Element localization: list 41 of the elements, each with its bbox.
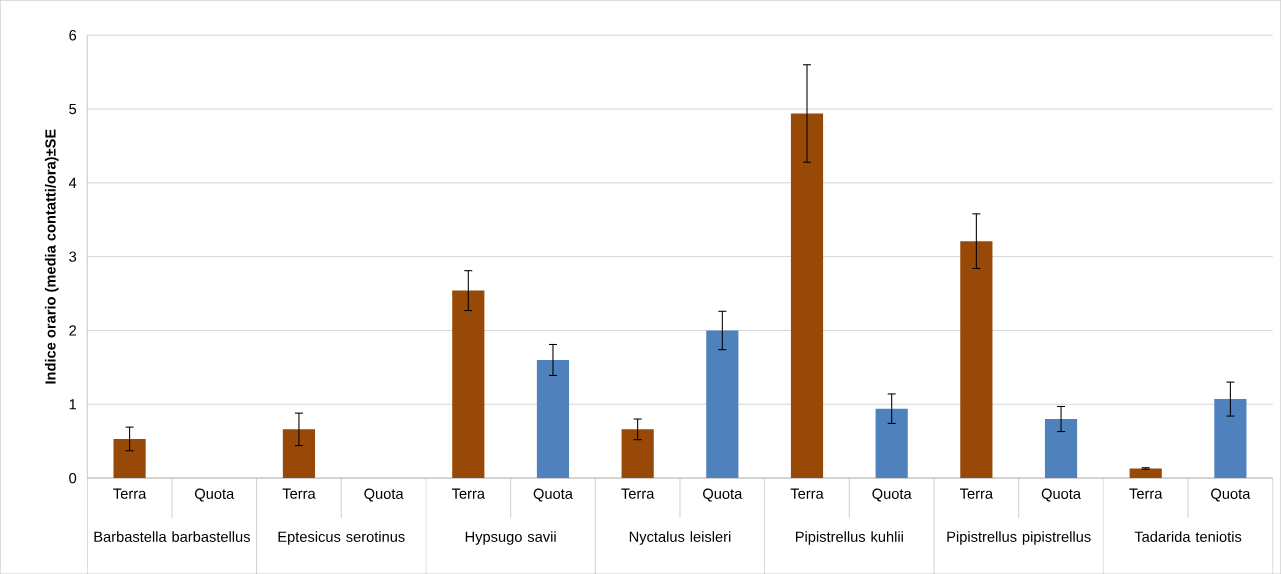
text: Quota (364, 488, 404, 502)
text: Quota (1041, 488, 1081, 502)
text: Terra (113, 488, 147, 499)
y-tick-label: 3 (69, 251, 77, 262)
x-tick-label: Nyctalus leisleri (629, 531, 731, 545)
x-tick-label: Barbastella barbastellus (94, 531, 250, 542)
text: Quota (194, 488, 235, 502)
bar (452, 290, 485, 478)
text: Terra (451, 488, 485, 499)
bar (875, 408, 908, 478)
bar (1214, 398, 1247, 478)
text: Terra (621, 488, 655, 499)
bar (282, 429, 316, 478)
bar (790, 113, 824, 478)
bar (536, 359, 570, 478)
y-axis-title: Indice orario (media contatti/ora)±SE (44, 129, 59, 384)
bar (113, 438, 146, 478)
bar (621, 429, 654, 478)
x-tick-label: Pipistrellus pipistrellus (947, 531, 1091, 545)
text: Terra (1129, 488, 1163, 499)
y-tick-label: 2 (69, 325, 77, 336)
series-label: Terra (790, 488, 824, 499)
y-tick-label: 0 (69, 472, 77, 484)
text: Quota (1211, 488, 1251, 502)
x-tick-label: Hypsugo savii (465, 531, 556, 545)
x-tick-label: Tadarida teniotis (1134, 531, 1242, 542)
bar (1129, 468, 1162, 478)
x-tick-label: Pipistrellus kuhlii (795, 531, 903, 545)
text: Quota (533, 488, 573, 502)
bar (1044, 418, 1078, 478)
text: Terra (282, 488, 316, 499)
text: Quota (872, 488, 912, 502)
y-tick-label: 6 (69, 29, 77, 41)
bar (706, 330, 739, 478)
y-tick-label: 4 (68, 177, 77, 188)
x-tick-label: Eptesicus serotinus (278, 531, 405, 545)
y-tick-label: 5 (69, 103, 77, 115)
bar (960, 241, 993, 478)
series-label: Quota (703, 488, 743, 502)
text: Terra (959, 488, 994, 499)
y-tick-label: 1 (69, 399, 77, 410)
